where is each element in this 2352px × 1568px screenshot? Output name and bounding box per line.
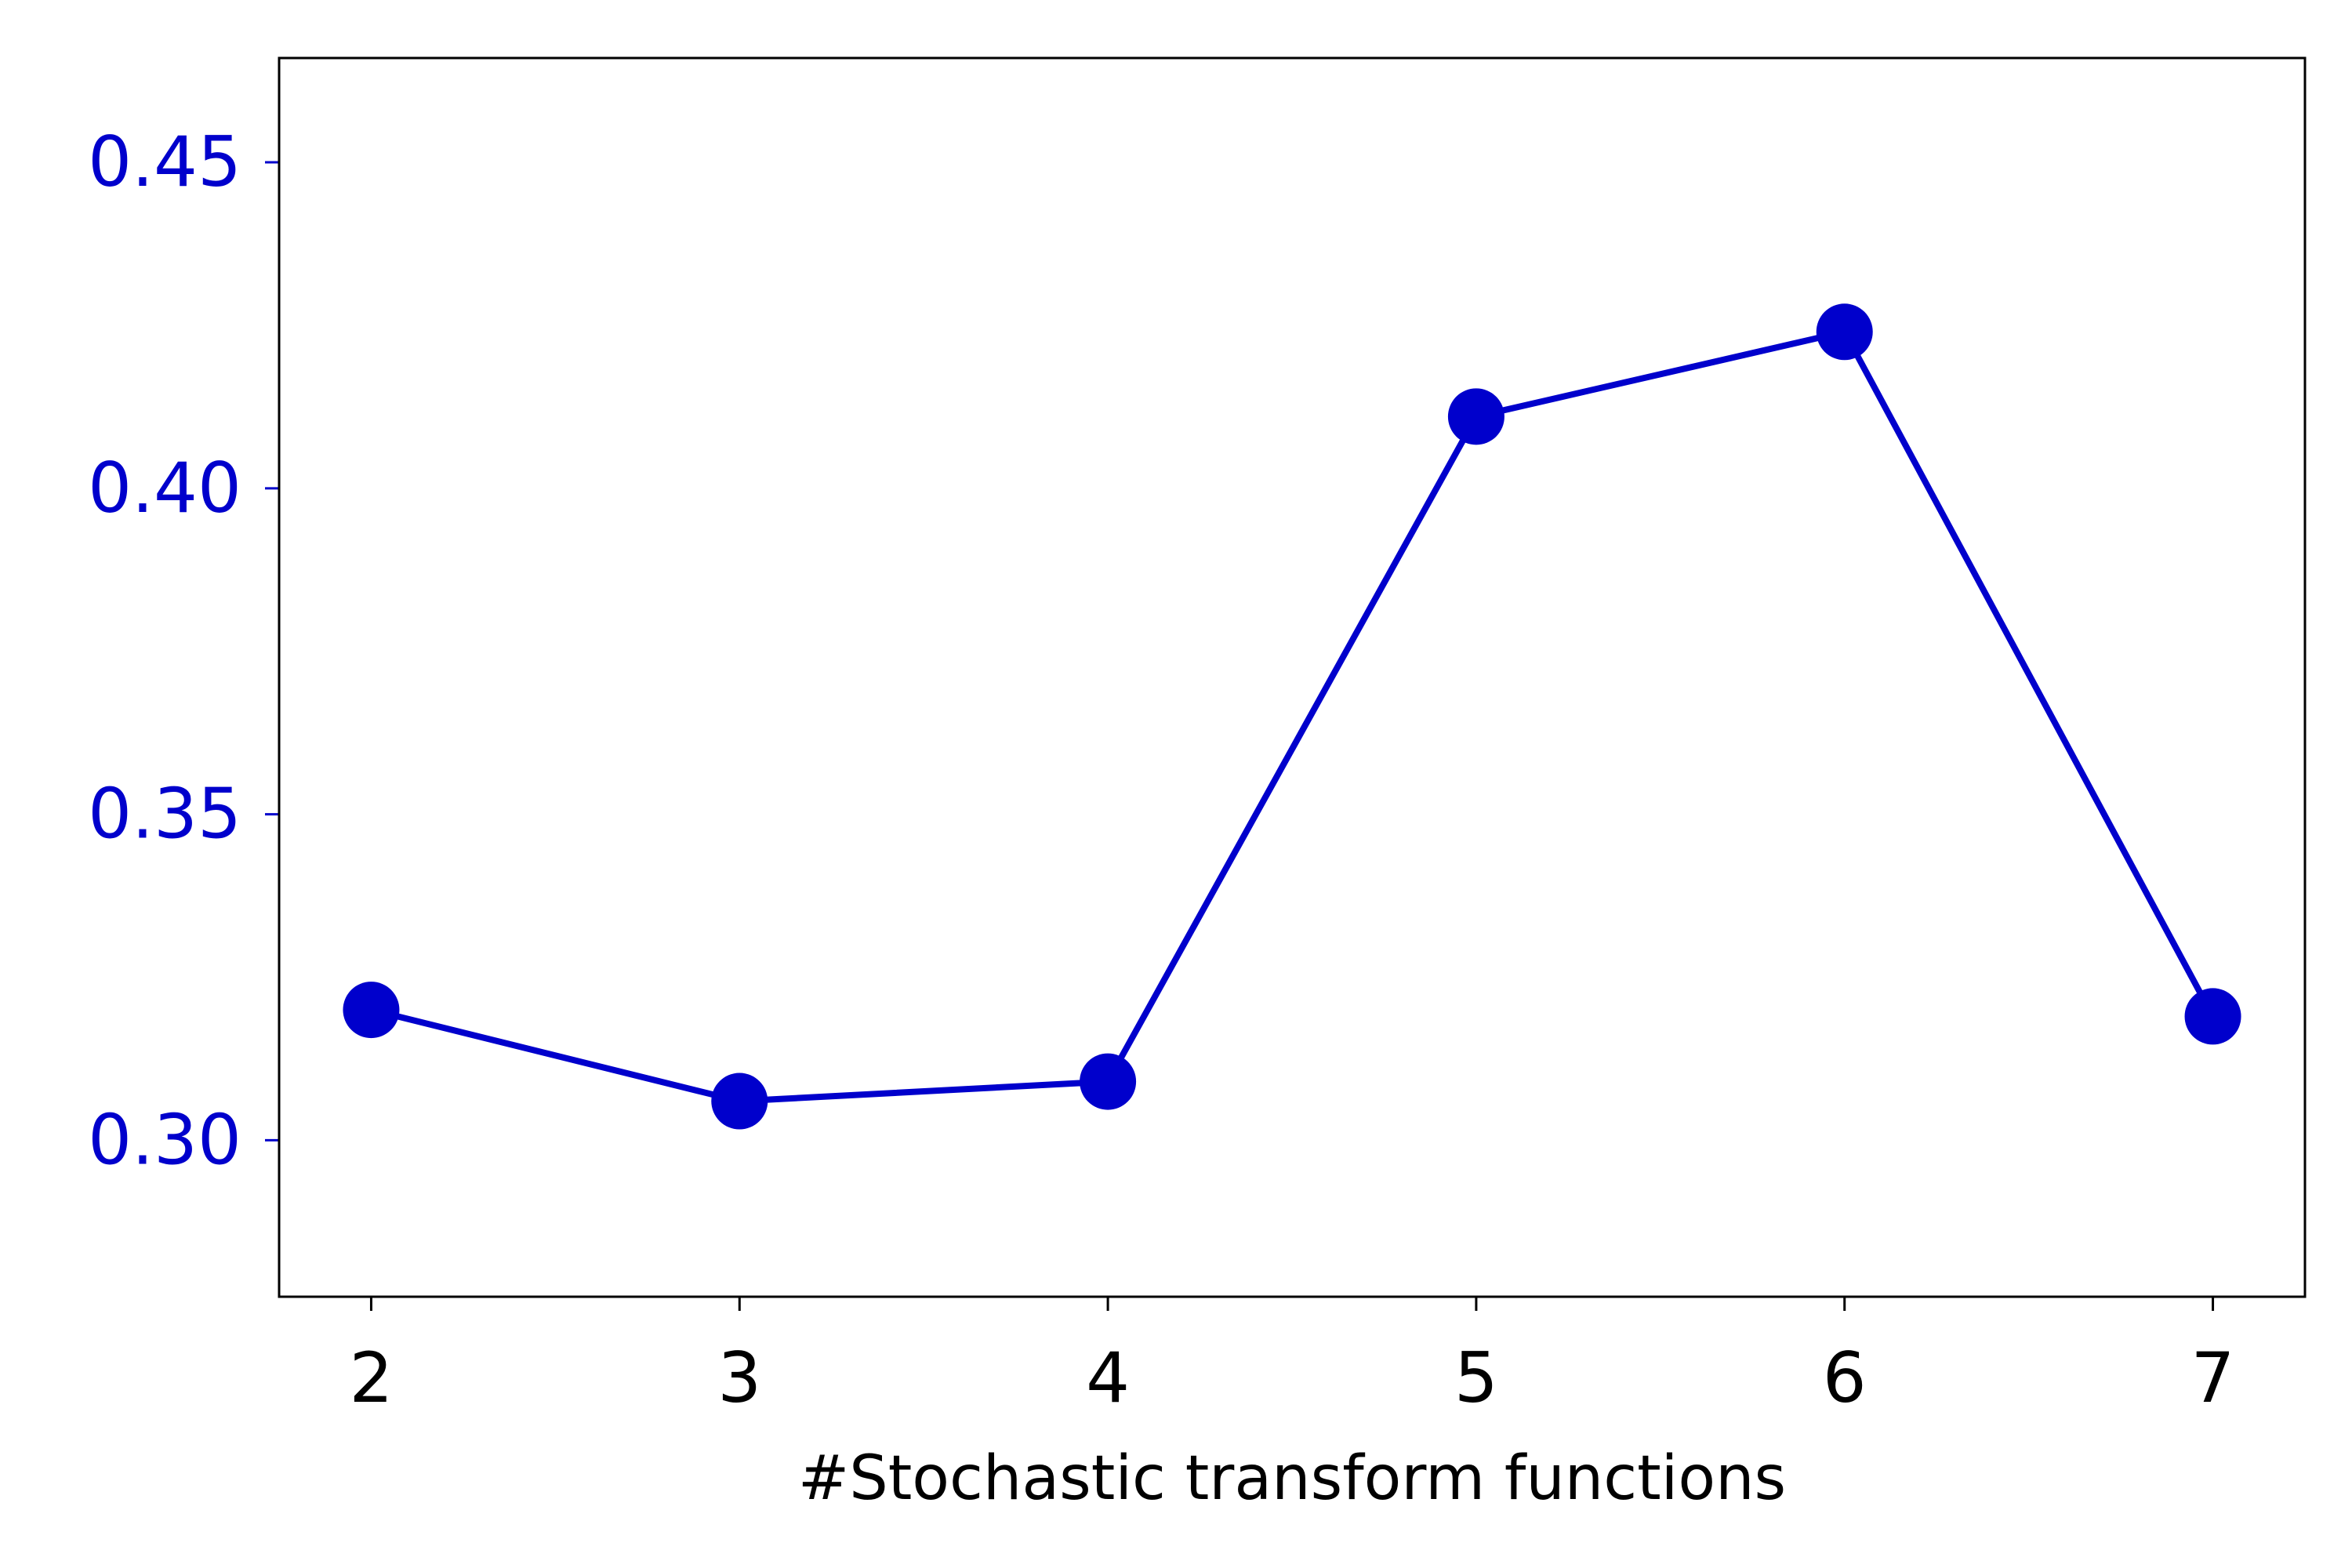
y-tick-label: 0.40 (88, 448, 241, 528)
data-point (1447, 388, 1504, 445)
x-tick-label: 7 (2191, 1338, 2235, 1418)
series-line (370, 328, 2216, 1105)
x-tick-label: 3 (717, 1338, 761, 1418)
data-point (711, 1073, 768, 1130)
series-layer (343, 303, 2241, 1130)
x-tick-label: 5 (1454, 1338, 1498, 1418)
plot-frame (278, 56, 2307, 1298)
y-tick-label: 0.30 (88, 1099, 241, 1180)
x-axis-label: #Stochastic transform functions (798, 1443, 1786, 1514)
x-tick-label: 2 (349, 1338, 393, 1418)
x-tick-label: 6 (1823, 1338, 1867, 1418)
data-point (2184, 988, 2241, 1045)
y-tick-label: 0.35 (88, 774, 241, 855)
data-point (1816, 303, 1873, 361)
x-tick-label: 4 (1086, 1338, 1130, 1418)
y-tick-label: 0.45 (88, 122, 241, 202)
data-point (1080, 1053, 1137, 1110)
ticks-layer: 2 3 4 5 6 7 0.30 0.35 0.40 0.45 (88, 122, 2234, 1418)
data-point (343, 982, 400, 1039)
